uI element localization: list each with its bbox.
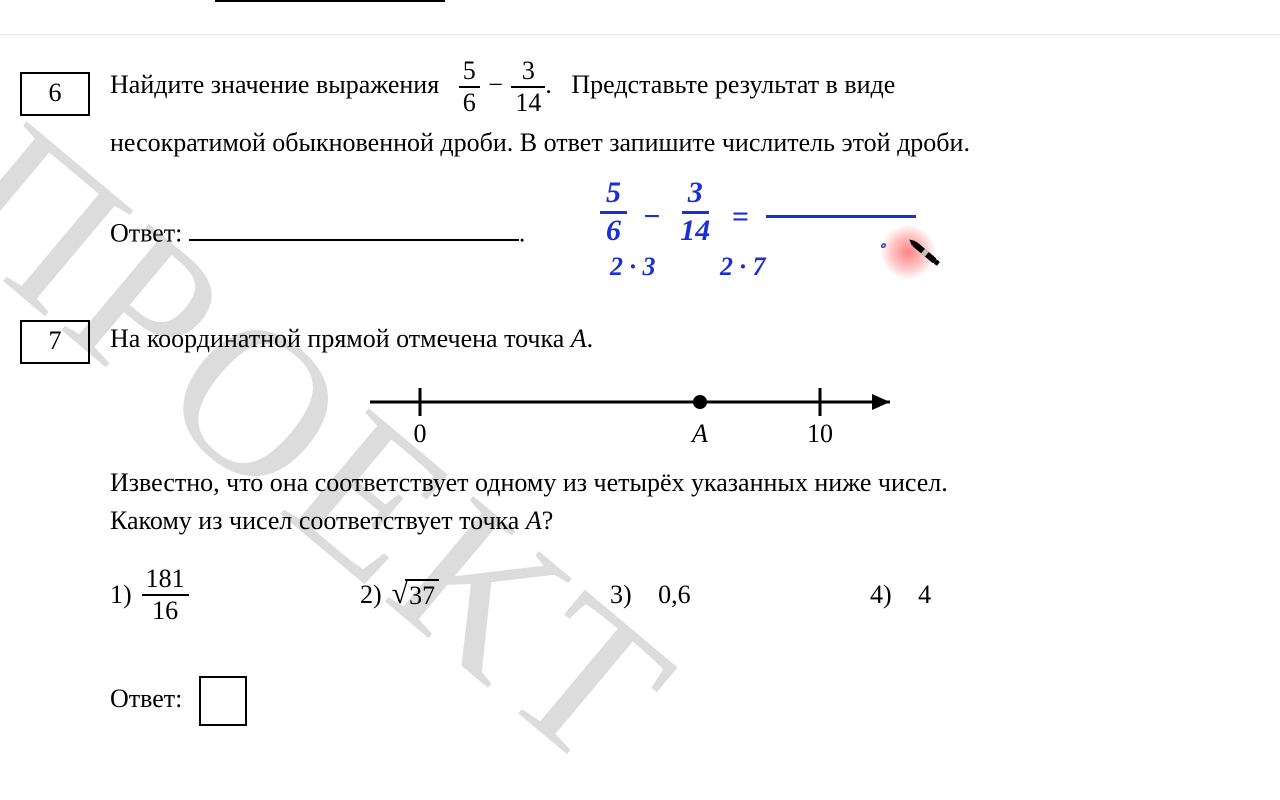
q7-o4-val: 4 bbox=[918, 580, 931, 610]
q6-frac2: 3 14 bbox=[511, 58, 545, 116]
q7-o1-num: 181 bbox=[142, 566, 189, 596]
q7-option-3[interactable]: 3) 0,6 bbox=[610, 566, 870, 624]
nl-label-0: 0 bbox=[414, 419, 427, 448]
q7-line2a: Известно, что она соответствует одному и… bbox=[110, 468, 1240, 498]
q7-line2b-row: Какому из чисел соответствует точка A? bbox=[110, 506, 1240, 536]
q7-o1-frac: 181 16 bbox=[142, 566, 189, 624]
q7-o2-lead: 2) bbox=[360, 580, 382, 610]
q6-text-before: Найдите значение выражения bbox=[110, 70, 439, 99]
q7-o1-den: 16 bbox=[142, 596, 189, 624]
q7-o4-lead: 4) bbox=[870, 580, 892, 610]
nl-point-a bbox=[693, 395, 707, 409]
qnum-7-box: 7 bbox=[20, 320, 90, 364]
q7-options-row: 1) 181 16 2) √ 37 3) 0,6 bbox=[110, 566, 1240, 624]
q7-answer-label: Ответ: bbox=[110, 684, 182, 713]
q7-period-1: . bbox=[587, 324, 594, 353]
hw-factor2: 2 · 7 bbox=[720, 252, 766, 282]
q6-line2: несократимой обыкновенной дроби. В ответ… bbox=[110, 128, 1240, 158]
q6-period1: . bbox=[545, 70, 552, 99]
hw-f1n: 5 bbox=[600, 176, 627, 214]
q6-answer-row: Ответ: . bbox=[110, 216, 525, 248]
q7-option-4[interactable]: 4) 4 bbox=[870, 566, 931, 624]
q7-o2-sqrt: √ 37 bbox=[392, 579, 439, 611]
q7-o3-lead: 3) bbox=[610, 580, 632, 610]
q6-answer-label: Ответ: bbox=[110, 218, 182, 247]
q7-line1: На координатной прямой отмечена точка A. bbox=[110, 324, 1240, 354]
nl-arrowhead bbox=[872, 394, 890, 410]
hw-f2d: 14 bbox=[676, 214, 714, 247]
q7-option-2[interactable]: 2) √ 37 bbox=[360, 566, 610, 624]
q6-frac1-num: 5 bbox=[459, 58, 480, 88]
hw-f1d: 6 bbox=[600, 214, 627, 247]
q7-line2b: Какому из чисел соответствует точка bbox=[110, 506, 526, 535]
hw-f2n: 3 bbox=[682, 176, 709, 214]
q7-line1-text: На координатной прямой отмечена точка bbox=[110, 324, 571, 353]
top-crop-line bbox=[0, 34, 1280, 35]
q7-o2-val: 37 bbox=[405, 579, 439, 611]
qnum-6-box: 6 bbox=[20, 72, 90, 116]
nl-label-a: A bbox=[690, 419, 708, 448]
q7-option-1[interactable]: 1) 181 16 bbox=[110, 566, 360, 624]
q6-line1: Найдите значение выражения 5 6 − 3 14 . … bbox=[110, 58, 1240, 116]
hw-eq: = bbox=[722, 200, 759, 233]
q7-answer-box[interactable] bbox=[199, 676, 247, 726]
number-line: 0 10 A bbox=[350, 374, 930, 454]
hw-factor1: 2 · 3 bbox=[610, 252, 656, 282]
q6-answer-period: . bbox=[519, 218, 526, 247]
q7-A-2: A bbox=[526, 506, 542, 535]
handwriting-block: 5 6 − 3 14 = bbox=[600, 176, 916, 248]
q6-frac2-den: 14 bbox=[511, 88, 545, 116]
qnum-7: 7 bbox=[49, 326, 62, 355]
q6-text-after: Представьте результат в виде bbox=[571, 70, 895, 99]
qnum-6: 6 bbox=[49, 78, 62, 107]
nl-label-10: 10 bbox=[807, 419, 833, 448]
q6-frac1-den: 6 bbox=[459, 88, 480, 116]
q6-frac1: 5 6 bbox=[459, 58, 480, 116]
pen-cursor-icon bbox=[900, 238, 954, 292]
q6-frac2-num: 3 bbox=[511, 58, 545, 88]
q6-answer-blank[interactable] bbox=[189, 216, 519, 241]
stray-underline bbox=[215, 0, 445, 2]
q7-A-1: A bbox=[571, 324, 587, 353]
q7-o3-val: 0,6 bbox=[658, 580, 691, 610]
hw-result-blank bbox=[766, 215, 916, 218]
hw-minus: − bbox=[635, 200, 669, 233]
q7-answer-row: Ответ: bbox=[110, 676, 247, 726]
q7-o1-lead: 1) bbox=[110, 580, 132, 610]
q6-minus: − bbox=[486, 70, 505, 99]
